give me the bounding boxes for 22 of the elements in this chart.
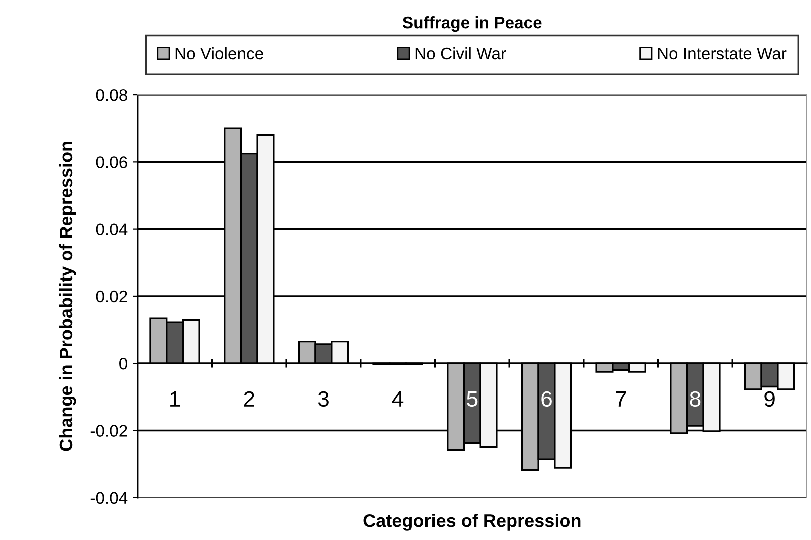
x-tick-label: 3 [318, 391, 329, 408]
x-axis-title: Categories of Repression [364, 514, 581, 531]
y-tick-label: 0.06 [96, 156, 128, 168]
x-tick-label: 6 [542, 391, 552, 408]
y-tick-label: 0.02 [96, 290, 128, 303]
y-tick-label: 0.04 [96, 224, 128, 236]
x-tick-label: 9 [764, 391, 775, 408]
x-tick-label: 1 [170, 392, 180, 407]
x-tick-label: 7 [616, 392, 626, 407]
x-tick-label: 8 [690, 391, 701, 408]
x-tick-label: 2 [244, 391, 254, 407]
x-tick-label: 4 [392, 392, 404, 407]
y-tick-label: 0 [120, 358, 128, 370]
legend-label: No Violence [176, 47, 264, 60]
y-tick-label: 0.08 [96, 89, 128, 102]
chart-title: Suffrage in Peace [402, 16, 542, 32]
x-tick-label: 5 [467, 392, 478, 408]
y-axis-title: Change in Probability of Repression [59, 142, 76, 452]
y-tick-label: -0.02 [90, 425, 128, 437]
legend-label: No Civil War [416, 47, 506, 60]
y-tick-label: -0.04 [90, 492, 128, 504]
legend-label: No Interstate War [658, 48, 787, 60]
